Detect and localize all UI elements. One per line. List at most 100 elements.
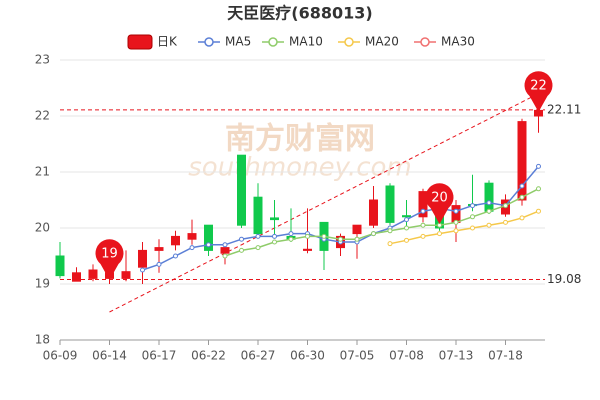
pin-label: 19 [101,247,118,262]
ma-point [404,237,409,243]
ma-point [387,228,393,234]
candle-body [187,233,197,240]
legend-label: MA30 [441,35,475,49]
ma-point [486,200,492,206]
ma-point [437,231,442,237]
ma-point [453,208,459,214]
y-tick-label: 19 [35,277,50,291]
candle-body [171,235,180,246]
candle-body [138,249,147,268]
ma-point [272,233,277,239]
ma-point [156,261,162,267]
ma-point [519,215,525,221]
ma-line [389,210,539,245]
ma-point [420,233,426,239]
ma-point [536,186,541,192]
ma-point [222,242,228,248]
y-tick-label: 20 [35,221,50,235]
pin: 19 [95,239,124,280]
ma-point [420,208,426,214]
candle-body [154,247,164,251]
candle-body [55,255,65,277]
ma-point [404,217,409,223]
ma-point [189,245,195,251]
legend-swatch [127,34,153,50]
x-tick-label: 07-08 [389,349,424,363]
candle-body [484,182,494,212]
candle-body [303,248,312,251]
y-tick-label: 18 [35,333,50,347]
x-tick-label: 07-13 [439,349,474,363]
ma-point [470,214,475,220]
ma-point [536,208,541,214]
candle-body [220,247,230,254]
ma-point [140,267,145,273]
candle-body [88,269,98,279]
x-tick-label: 07-05 [340,349,375,363]
ma-point [470,203,475,209]
x-tick-label: 06-30 [290,349,325,363]
ma-point [420,222,426,228]
y-tick-label: 22 [35,109,50,123]
candle-body [385,185,395,223]
candle-body [451,205,461,223]
ma-point [387,241,393,247]
ma-point [255,245,261,251]
ma-point [239,247,244,253]
ma-point [536,163,541,169]
candle-body [270,217,279,221]
legend-label: MA10 [289,35,323,49]
legend-marker [268,37,278,47]
x-tick-label: 06-14 [92,349,127,363]
pin-label: 20 [431,191,448,206]
ma-point [173,253,178,259]
candle-body [352,224,362,235]
y-tick-label: 21 [35,165,50,179]
chart-title: 天臣医疗(688013) [227,4,372,23]
candle-body [237,154,246,226]
pin: 20 [425,183,454,224]
legend-label: MA20 [365,35,399,49]
candle-body [517,121,527,201]
watermark: 南方财富网 [225,122,375,157]
ma-point [222,253,228,259]
ma-point [354,236,360,242]
pin: 22 [524,71,553,112]
candle-body [418,191,428,218]
ma-point [486,208,492,214]
ma-point [519,194,525,200]
reference-label: 22.11 [547,102,581,116]
ma-point [453,228,459,234]
candle-body [121,271,131,279]
legend-marker [204,37,214,47]
ma-point [305,233,310,239]
legend-marker [344,37,354,47]
candle-body [72,272,81,282]
ma-point [470,225,475,231]
x-tick-label: 06-27 [241,349,276,363]
candle-body [204,224,213,251]
pin-shape [425,183,454,224]
ma-point [288,236,294,242]
ma-point [272,239,277,245]
candle-body [253,196,263,235]
ma-point [321,233,327,239]
legend-marker [420,37,430,47]
y-tick-label: 23 [35,53,50,67]
plot-area [60,60,545,340]
ma-point [519,183,525,189]
pin-label: 22 [530,79,547,94]
ma-point [239,236,244,242]
ma-point [503,203,508,209]
ma-point [371,231,376,237]
pin-shape [524,71,553,112]
candle-body [369,199,378,226]
ma-point [255,233,261,239]
x-tick-label: 06-17 [142,349,177,363]
legend-label: MA5 [225,35,251,49]
watermark: southmoney.com [188,153,411,183]
candle-body [402,215,411,218]
ma-point [206,242,211,248]
ma-point [453,219,459,225]
